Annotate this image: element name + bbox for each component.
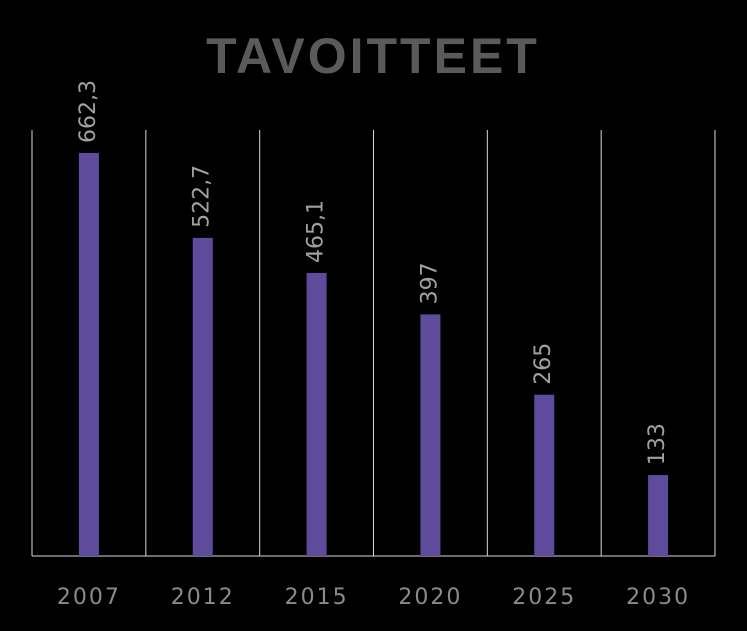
bar	[192, 237, 213, 556]
bar	[420, 314, 441, 556]
value-label: 465,1	[304, 200, 329, 263]
x-tick-label: 2020	[398, 585, 462, 610]
x-tick-label: 2015	[285, 585, 349, 610]
x-tick-label: 2007	[57, 585, 121, 610]
value-label: 133	[645, 423, 670, 465]
x-tick-label: 2030	[626, 585, 690, 610]
value-label: 522,7	[190, 165, 215, 228]
x-tick-label: 2025	[512, 585, 576, 610]
bar	[78, 152, 99, 556]
value-label: 662,3	[76, 80, 101, 143]
value-label: 397	[417, 262, 442, 304]
value-label: 265	[531, 343, 556, 385]
x-tick-label: 2012	[171, 585, 235, 610]
bar	[306, 272, 327, 556]
bar	[534, 394, 555, 556]
chart-title: TAVOITTEET	[206, 28, 540, 84]
bar	[648, 475, 669, 556]
